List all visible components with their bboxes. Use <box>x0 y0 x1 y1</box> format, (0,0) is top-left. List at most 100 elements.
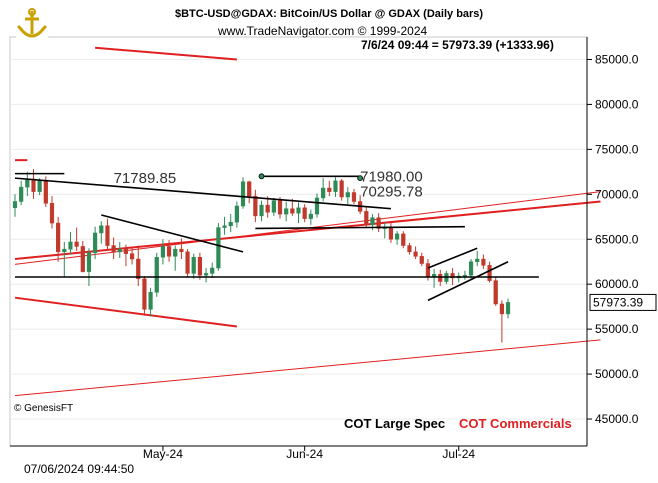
last-price-label: 57973.39 <box>593 295 643 309</box>
candle-body <box>314 197 320 215</box>
candle-body <box>321 187 326 199</box>
candle-body <box>308 213 313 219</box>
price-annotation: 71789.85 <box>114 170 177 187</box>
chart-title: $BTC-USD@GDAX: BitCoin/US Dollar @ GDAX … <box>175 8 484 20</box>
channel-line <box>95 46 237 61</box>
last-price-box <box>589 293 657 311</box>
x-tick-label: May-24 <box>143 447 183 461</box>
candle-body <box>290 208 295 214</box>
candle-body <box>395 233 400 240</box>
candle-body <box>505 302 511 315</box>
candle-body <box>388 227 394 240</box>
y-tick-label: 60000.0 <box>595 277 639 291</box>
y-tick-label: 70000.0 <box>595 187 639 201</box>
candle-body <box>240 181 246 207</box>
candle-body <box>425 263 431 278</box>
candle-body <box>253 195 258 217</box>
quote-readout: 7/6/24 09:44 = 57973.39 (+1333.96) <box>361 38 554 52</box>
y-tick-label: 75000.0 <box>595 142 639 156</box>
legend-cot-large-spec: COT Large Spec <box>344 416 446 431</box>
trend-line <box>427 247 478 269</box>
candle-body <box>333 180 338 192</box>
candle-body <box>12 201 18 209</box>
candle-body <box>210 267 215 274</box>
candle-body <box>166 246 172 257</box>
candle-body <box>191 256 196 274</box>
candle-body <box>271 200 276 213</box>
y-tick-label: 85000.0 <box>595 52 639 66</box>
candle-body <box>407 245 412 253</box>
candle-body <box>401 233 406 246</box>
candle-body <box>62 248 67 253</box>
candle-body <box>19 186 24 202</box>
candle-body <box>123 248 129 254</box>
candle-body <box>376 217 381 229</box>
y-gridlines <box>10 58 587 420</box>
candle-body <box>179 248 184 253</box>
candle-body <box>228 221 233 227</box>
channel-line <box>14 296 237 328</box>
trend-line <box>255 225 465 230</box>
candle-body <box>234 205 239 223</box>
candle-body <box>197 256 202 276</box>
candle-body <box>277 200 283 215</box>
candle-body <box>284 208 289 215</box>
candle-body <box>49 203 55 224</box>
candle-body <box>222 225 227 228</box>
candle-body <box>129 253 135 260</box>
candle-body <box>438 274 443 282</box>
candle-body <box>468 261 474 276</box>
candle-body <box>450 273 455 279</box>
candle-body <box>68 241 73 250</box>
pivot-markers <box>258 173 364 182</box>
candle-body <box>302 207 307 219</box>
candle-body <box>296 207 301 214</box>
source-credit: © GenesisFT <box>14 403 74 414</box>
candle-body <box>93 232 98 253</box>
candle-body <box>185 251 190 274</box>
candle-body <box>259 204 264 217</box>
candle-body <box>493 280 498 305</box>
candle-body <box>419 256 424 264</box>
last-price-tag: 57973.39 <box>589 293 657 311</box>
trendlines-black <box>14 172 539 302</box>
x-axis: May-24 Jun-24 Jul-24 <box>10 445 587 461</box>
candle-body <box>499 303 504 315</box>
candle-body <box>37 180 42 192</box>
x-tick-label: Jun-24 <box>286 447 323 461</box>
candle-body <box>327 187 332 192</box>
y-tick-label: 65000.0 <box>595 232 639 246</box>
candle-body <box>74 241 79 247</box>
y-tick-label: 80000.0 <box>595 97 639 111</box>
website-credit: www.TradeNavigator.com © 1999-2024 <box>218 24 428 38</box>
anchor-logo-icon <box>16 8 48 42</box>
candle-body <box>99 225 104 234</box>
candle-body <box>80 246 85 272</box>
candle-body <box>31 178 36 192</box>
y-tick-label: 45000.0 <box>595 412 639 426</box>
candle-body <box>142 278 147 310</box>
candle-body <box>148 292 153 310</box>
candle-body <box>43 180 48 204</box>
candle-body <box>136 258 141 280</box>
candle-body <box>56 222 61 253</box>
candle-body <box>86 252 92 272</box>
candle-body <box>25 178 30 188</box>
candle-body <box>339 180 344 198</box>
candlesticks <box>12 169 511 343</box>
legend-cot-commercials: COT Commercials <box>459 416 572 431</box>
candle-body <box>345 192 350 198</box>
candle-body <box>154 256 159 293</box>
price-annotation: 71980.00 <box>360 169 423 186</box>
candle-body <box>370 217 375 226</box>
price-annotation: 70295.78 <box>360 184 423 201</box>
y-axis: 45000.0 50000.0 55000.0 60000.0 65000.0 70000… <box>586 37 639 446</box>
candle-body <box>203 273 209 276</box>
candle-body <box>111 245 116 253</box>
y-tick-label: 55000.0 <box>595 322 639 336</box>
candle-body <box>364 211 369 226</box>
pivot-marker <box>258 173 265 180</box>
trend-line <box>14 177 392 210</box>
